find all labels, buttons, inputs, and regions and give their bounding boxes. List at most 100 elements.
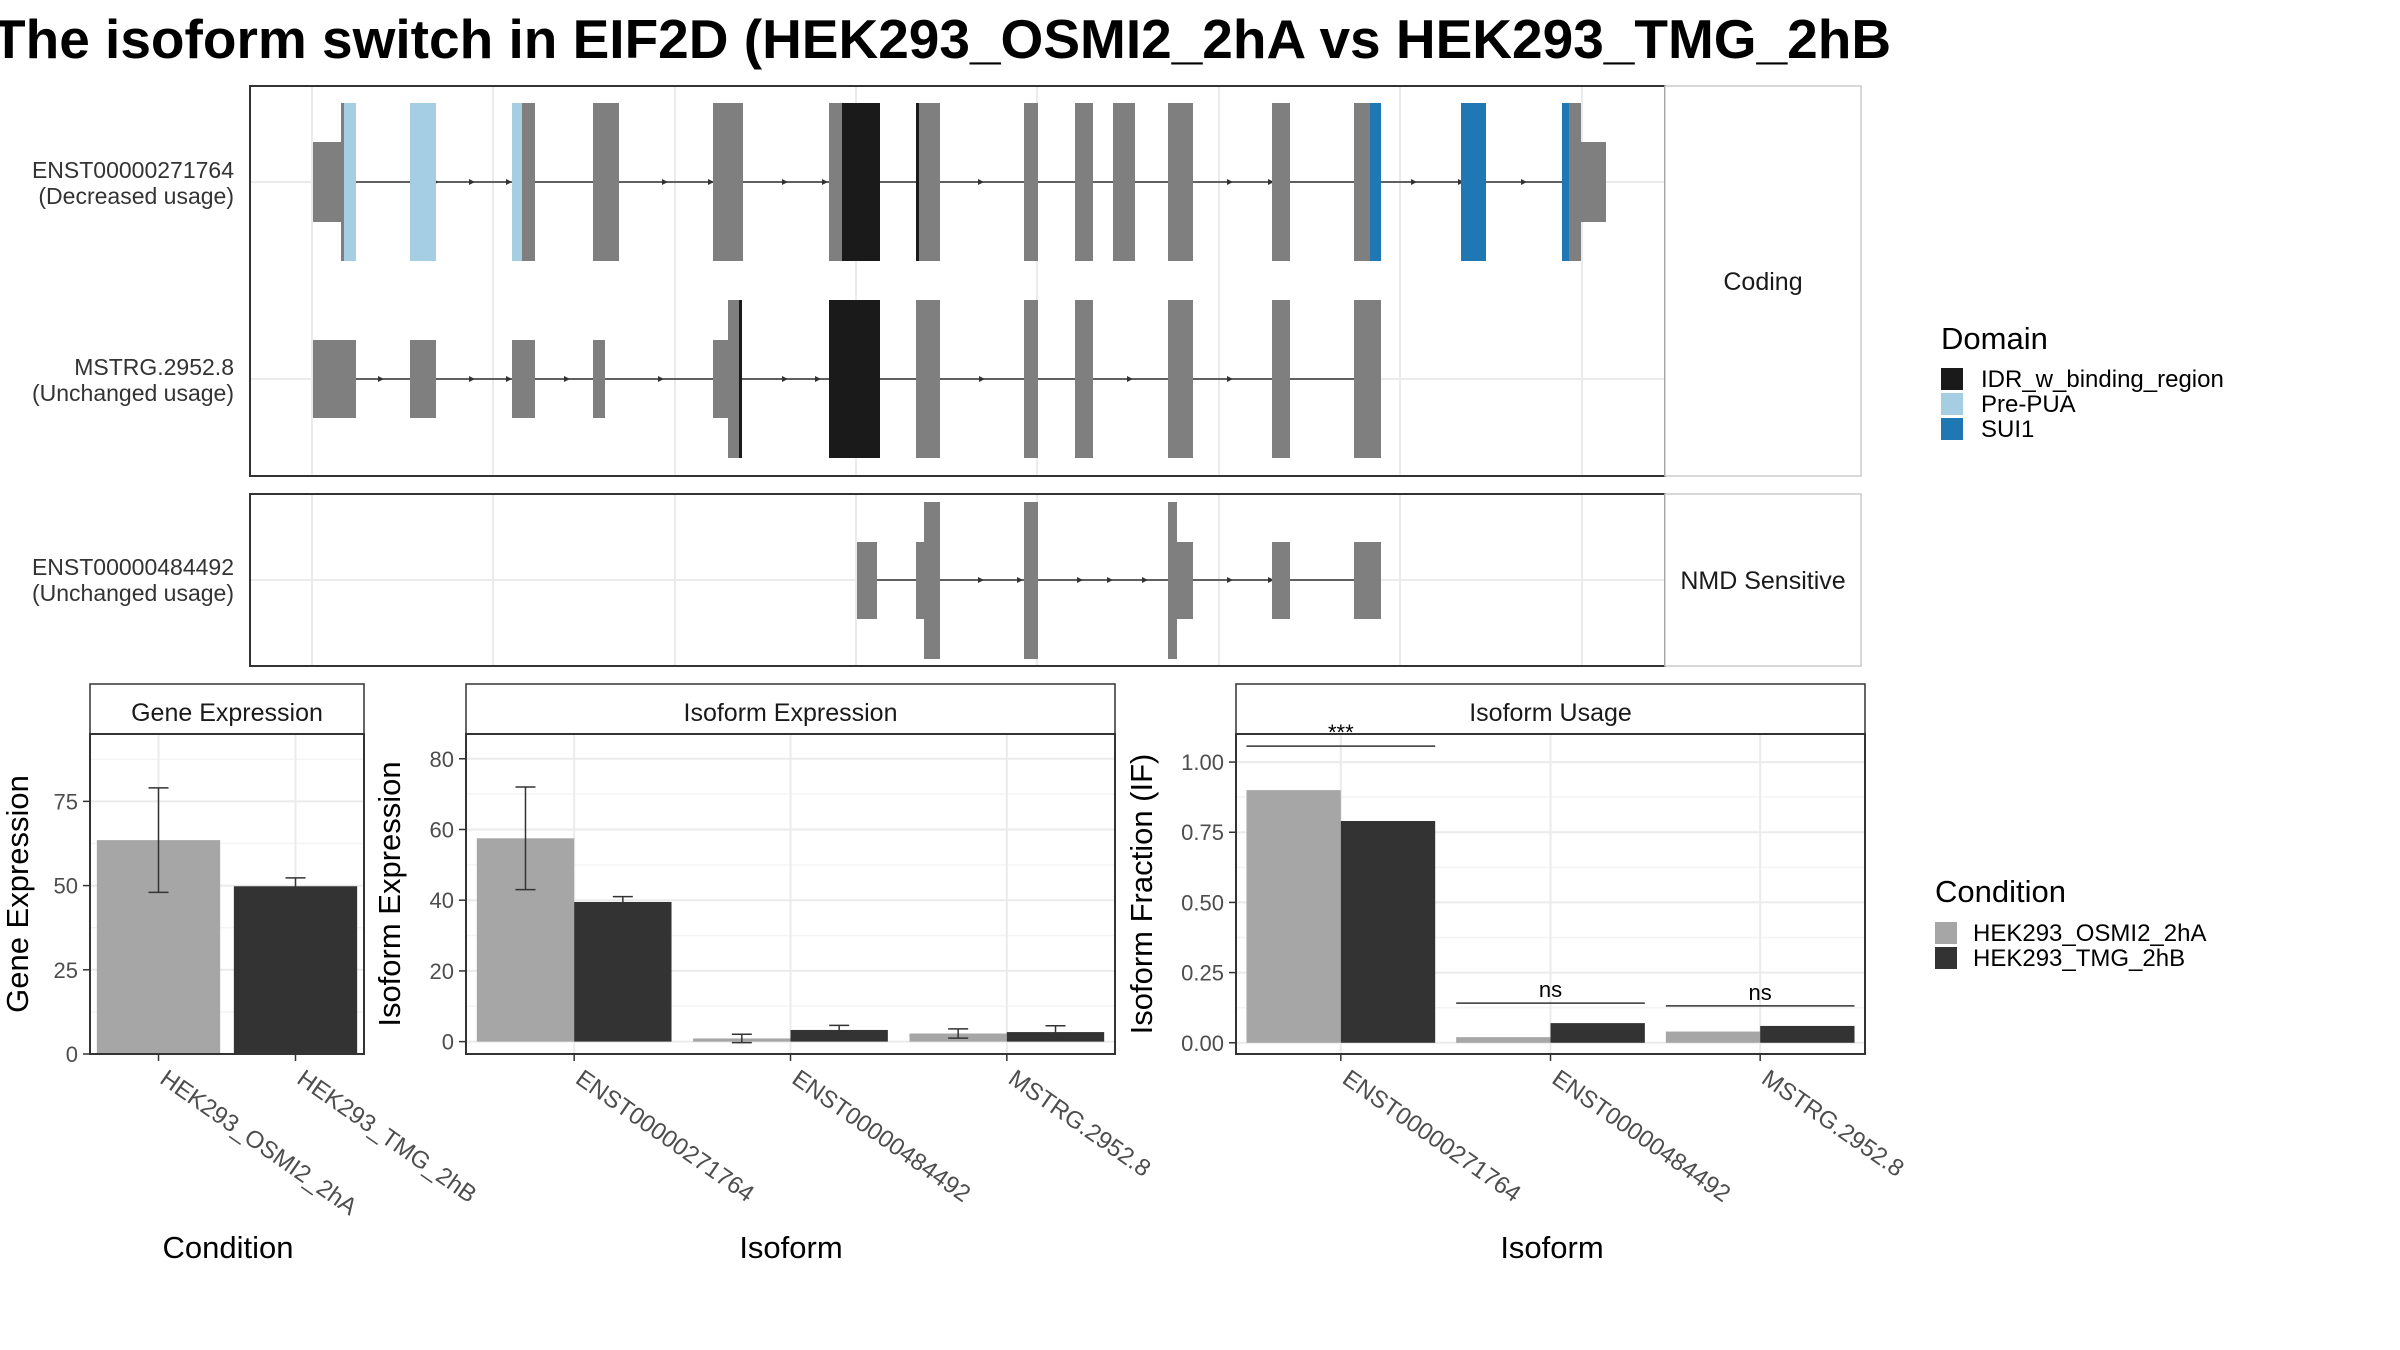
bar-hek293-osmi2-2ha-enst00000271764 [1246,790,1341,1043]
legend-swatch [1941,418,1963,440]
exon [728,300,739,458]
panel-gene-expression: Gene Expression0255075HEK293_OSMI2_2hAHE… [0,683,481,1265]
exon [1024,103,1038,261]
y-tick-label: 0.25 [1181,961,1224,986]
exon [916,300,940,458]
bar-hek293-tmg-2hb-enst00000271764 [1340,821,1436,1043]
exons [313,300,1381,458]
error-bar [612,895,633,909]
legend-label: HEK293_OSMI2_2hA [1973,920,2206,947]
y-tick-label: 50 [54,874,78,899]
legend-swatch [1941,393,1963,415]
y-tick-label: 40 [430,888,454,913]
domain-legend: Domain IDR_w_binding_region Pre-PUA SUI1 [1941,321,2224,443]
exon [512,340,535,418]
figure-title: The isoform switch in EIF2D (HEK293_OSMI… [0,8,1891,70]
error-bar [285,877,306,896]
utr-exon [1581,142,1606,222]
y-tick-label: 25 [54,958,78,983]
exon [1354,300,1381,458]
panel-title: Gene Expression [131,699,323,727]
panel-isoform-usage: Isoform Usage *** ns ns 0.00 0.25 0.50 0.75 1.00… [1124,683,1909,1265]
panel-frame [89,733,365,1055]
exon [1168,103,1193,261]
exon [1272,542,1290,619]
panel-isoform-expression: Isoform Expression 0 20 40 60 80 ENST000002717… [372,683,1155,1265]
domain-pre-pua [512,103,522,261]
x-axis-label: Isoform [739,1230,842,1265]
transcript-usage: (Decreased usage) [38,183,234,209]
exon [341,103,344,261]
error-bar [148,787,169,894]
legend-label: Pre-PUA [1981,391,2076,418]
panel-strip [1235,683,1866,735]
structure-coding-panel: Coding [249,85,1862,477]
strand-arrows [378,376,1233,382]
x-axis-label: Condition [163,1230,294,1265]
panel-strip [465,683,1116,735]
legend-label: SUI1 [1981,416,2034,443]
exons [857,502,1381,659]
condition-legend: Condition HEK293_OSMI2_2hA HEK293_TMG_2h… [1935,874,2206,972]
utr-exon [313,142,341,222]
bar-hek293-osmi2-2ha-mstrg-2952-8 [1665,1031,1761,1043]
facet-strip-coding [1664,85,1862,477]
exon [522,103,535,261]
legend-label: IDR_w_binding_region [1981,366,2224,393]
y-tick-label: 75 [54,789,78,814]
y-tick-label: 0 [442,1030,454,1055]
transcript-labels: ENST00000271764 (Decreased usage) MSTRG.… [32,157,234,606]
significance-label: ns [1539,977,1562,1002]
exon [1272,103,1290,261]
domain-idr [916,103,919,261]
bar-hek293-tmg-2hb-enst00000484492 [790,1029,888,1042]
error-bar [731,1033,752,1044]
x-tick-label: ENST00000484492 [787,1065,975,1208]
facet-strip-nmd [1664,493,1862,667]
exon [593,340,605,418]
facet-label-coding: Coding [1723,268,1802,296]
exon [1177,542,1193,619]
y-tick-label: 0 [66,1042,78,1067]
exon [1075,300,1093,458]
x-tick-label: MSTRG.2952.8 [1003,1065,1155,1183]
transcript-name: ENST00000271764 [32,157,234,183]
legend-swatch [1935,947,1957,969]
exon [1354,103,1370,261]
exon [916,103,940,261]
domain-pre-pua [410,103,436,261]
exon [1569,103,1581,261]
condition-legend-title: Condition [1935,874,2066,909]
exon [1168,300,1193,458]
y-axis-label: Isoform Fraction (IF) [1124,754,1159,1035]
panel-title: Isoform Usage [1469,699,1632,727]
y-tick-label: 20 [430,959,454,984]
legend-label: HEK293_TMG_2hB [1973,945,2185,972]
error-bar [515,786,536,891]
transcript-enst00000484492 [857,502,1381,659]
transcript-usage: (Unchanged usage) [32,580,234,606]
domain-sui1 [1562,103,1569,261]
bar-chart-panels: Gene Expression0255075HEK293_OSMI2_2hAHE… [0,683,1909,1265]
bar-hek293-osmi2-2ha-enst00000484492 [1456,1037,1551,1043]
structure-nmd-panel: NMD Sensitive [249,493,1862,667]
domain-idr [739,300,742,458]
panel-title: Isoform Expression [684,699,898,727]
y-axis-label: Gene Expression [0,775,35,1013]
x-axis-label: Isoform [1500,1230,1603,1265]
facet-label-nmd-sensitive: NMD Sensitive [1680,567,1845,595]
transcript-name: MSTRG.2952.8 [74,354,234,380]
y-tick-label: 0.00 [1181,1031,1224,1056]
legend-swatch [1935,922,1957,944]
utr-exon [713,340,728,418]
exon [829,103,842,261]
exon [410,340,436,418]
exon [1168,502,1177,659]
bar-hek293-tmg-2hb-hek293-tmg-2hb [233,886,358,1054]
transcript-mstrg-2952-8 [313,300,1381,458]
x-tick-label: ENST00000484492 [1547,1065,1735,1208]
exon [313,340,356,418]
exon [1113,103,1135,261]
significance-label: *** [1328,720,1354,745]
